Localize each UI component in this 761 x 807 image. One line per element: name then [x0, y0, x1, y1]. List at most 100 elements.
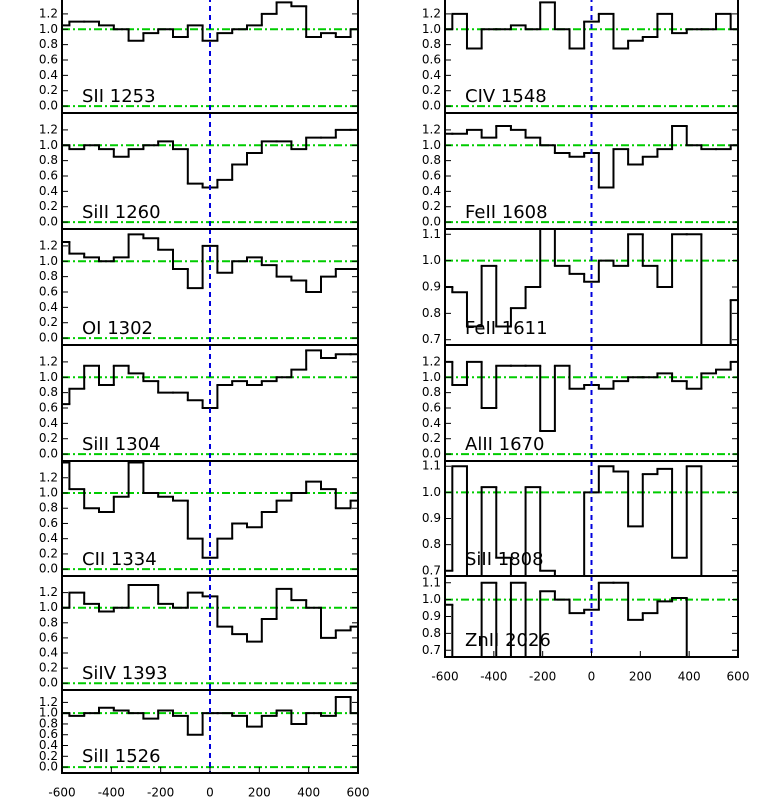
y-tick-label: 1.0 [422, 138, 441, 152]
plot-area [62, 461, 358, 576]
y-tick-label: 1.2 [422, 354, 441, 368]
y-tick-label: 1.0 [422, 22, 441, 36]
y-tick-label: 1.1 [422, 575, 441, 589]
y-tick-label: 0.4 [39, 646, 58, 660]
y-tick-label: 0.8 [39, 269, 58, 283]
panel: 0.00.20.40.60.81.01.2 SiII 1526 -600 -400 -2… [39, 689, 370, 800]
y-tick-label: 0.8 [39, 716, 58, 730]
panel: 0.0 0.20.4 0.60.81.0 1.2 SiII 1304 [39, 344, 359, 462]
line-label: SII 1253 [82, 86, 156, 107]
y-tick-label: 0.2 [39, 199, 58, 213]
y-tick-label: 1.2 [422, 6, 441, 20]
y-tick-label: 0.6 [39, 516, 58, 530]
y-tick-label: 1.0 [39, 370, 58, 384]
y-tick-label: 0.8 [39, 153, 58, 167]
y-tick-label: 0.0 [422, 215, 441, 229]
y-tick-label: 0.0 [39, 447, 58, 461]
y-tick-label: 0.4 [422, 184, 441, 198]
x-tick-label: 200 [629, 670, 652, 684]
y-tick-label: 0.6 [422, 168, 441, 182]
y-tick-label: 0.6 [39, 727, 58, 741]
x-tick-label: -600 [48, 786, 75, 800]
line-label: OI 1302 [82, 318, 153, 339]
y-tick-label: 0.7 [422, 643, 441, 657]
y-tick-label: 1.1 [422, 459, 441, 473]
y-tick-label: 0.6 [39, 630, 58, 644]
panel: 0.7 0.8 0.9 1.0 1.1 SiII 1808 [422, 459, 739, 577]
plot-area [62, 345, 358, 461]
y-tick-label: 0.7 [422, 563, 441, 577]
y-tick-label: 0.6 [39, 168, 58, 182]
y-tick-label: 1.0 [39, 706, 58, 720]
panel: 0.0 0.20.4 0.60.81.0 1.2 SII 1253 [39, 0, 359, 114]
y-tick-label: 0.7 [422, 332, 441, 346]
x-tick-label: -600 [431, 670, 458, 684]
x-tick-label: -200 [529, 670, 556, 684]
y-tick-label: 1.2 [39, 238, 58, 252]
panel: 0.0 0.20.4 0.60.81.0 1.2 CIV 1548 [422, 0, 739, 114]
plot-area [62, 229, 358, 345]
y-tick-label: 0.8 [422, 306, 441, 320]
y-tick-label: 0.6 [422, 52, 441, 66]
x-tick-label: 600 [727, 670, 750, 684]
y-tick-label: 0.8 [39, 37, 58, 51]
y-tick-label: 1.0 [39, 138, 58, 152]
y-tick-label: 0.9 [422, 280, 441, 294]
line-label: SiII 1526 [82, 746, 161, 767]
line-label: AlII 1670 [465, 434, 544, 455]
y-tick-label: 0.4 [422, 416, 441, 430]
x-tick-label: 200 [248, 786, 271, 800]
panel: 0.0 0.20.40.60.8 1.01.2 CII 1334 [39, 460, 359, 577]
panel: 0.00.20.4 0.60.81.01.2 SiIV 1393 [39, 575, 359, 691]
y-tick-label: 0.4 [39, 68, 58, 82]
y-tick-label: 0.2 [39, 546, 58, 560]
y-tick-label: 1.0 [422, 253, 441, 267]
y-tick-label: 0.2 [422, 83, 441, 97]
line-label: SiIV 1393 [82, 663, 168, 684]
y-tick-label: 0.8 [422, 385, 441, 399]
y-tick-label: 1.0 [422, 485, 441, 499]
panel: 0.0 0.20.4 0.60.81.0 1.2 OI 1302 [39, 228, 359, 346]
plot-area [445, 576, 738, 657]
line-label: SiII 1304 [82, 434, 161, 455]
x-tick-label: 600 [347, 786, 370, 800]
y-tick-label: 0.8 [422, 37, 441, 51]
y-tick-label: 0.8 [39, 501, 58, 515]
x-tick-label: 0 [588, 670, 596, 684]
line-label: FeII 1611 [465, 318, 548, 339]
y-tick-label: 0.2 [39, 431, 58, 445]
y-tick-label: 1.0 [422, 370, 441, 384]
y-tick-label: 0.0 [39, 676, 58, 690]
x-tick-label: 400 [678, 670, 701, 684]
y-tick-label: 1.0 [39, 600, 58, 614]
y-tick-label: 0.6 [39, 284, 58, 298]
y-tick-label: 0.0 [422, 99, 441, 113]
y-tick-label: 0.4 [39, 738, 58, 752]
y-tick-label: 0.2 [39, 315, 58, 329]
y-tick-label: 1.0 [422, 592, 441, 606]
panel: 0.0 0.20.4 0.60.81.0 1.2 FeII 1608 [422, 112, 739, 230]
y-tick-label: 1.2 [39, 354, 58, 368]
y-tick-label: 0.2 [422, 199, 441, 213]
y-tick-label: 1.2 [39, 122, 58, 136]
y-tick-label: 1.2 [39, 585, 58, 599]
y-tick-label: 0.2 [422, 431, 441, 445]
plot-area [445, 229, 738, 345]
plot-area [445, 113, 738, 229]
y-tick-label: 0.0 [39, 760, 58, 774]
y-tick-label: 0.0 [422, 447, 441, 461]
line-label: SiII 1808 [465, 549, 544, 570]
x-tick-label: 400 [297, 786, 320, 800]
y-tick-label: 1.2 [39, 470, 58, 484]
y-tick-label: 0.8 [422, 626, 441, 640]
line-label: FeII 1608 [465, 202, 548, 223]
x-tick-label: -400 [98, 786, 125, 800]
plot-area [445, 461, 738, 576]
line-label: ZnII 2026 [465, 630, 551, 651]
y-tick-label: 1.2 [422, 122, 441, 136]
y-tick-label: 1.1 [422, 227, 441, 241]
panel: 0.0 0.20.4 0.60.81.0 1.2 AlII 1670 [422, 344, 739, 462]
y-tick-label: 0.4 [39, 184, 58, 198]
y-tick-label: 1.2 [39, 6, 58, 20]
